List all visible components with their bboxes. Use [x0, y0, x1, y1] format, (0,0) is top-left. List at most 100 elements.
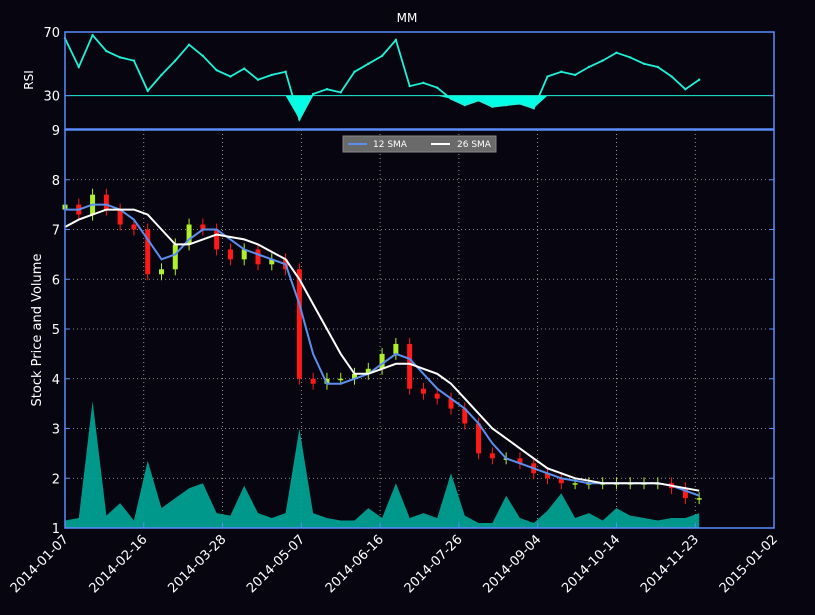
rsi-point — [601, 59, 604, 62]
candle — [448, 392, 454, 415]
rsi-point — [532, 107, 535, 110]
candle — [365, 362, 371, 380]
candle — [545, 467, 551, 485]
legend: 12 SMA 26 SMA — [342, 135, 497, 153]
candle-body — [131, 224, 137, 230]
candle-body — [476, 423, 482, 454]
candle — [462, 402, 468, 430]
price-tick-label: 2 — [52, 472, 60, 487]
legend-label-26-sma: 26 SMA — [457, 140, 492, 150]
candle — [310, 372, 316, 390]
legend-label-12-sma: 12 SMA — [373, 140, 408, 150]
candle — [103, 188, 109, 216]
candle-body — [448, 398, 454, 409]
legend-box — [342, 135, 497, 153]
candle — [324, 372, 330, 390]
rsi-point — [587, 65, 591, 69]
candle — [269, 253, 275, 271]
candle — [296, 263, 302, 385]
candle-body — [572, 483, 578, 485]
candle — [200, 218, 206, 236]
candle-body — [117, 209, 123, 225]
candle — [420, 382, 426, 400]
rsi-axis-label: RSI — [22, 70, 36, 90]
candle — [227, 243, 233, 266]
candle — [489, 447, 495, 465]
rsi-point — [629, 56, 632, 59]
rsi-point — [656, 65, 660, 69]
candle-body — [517, 458, 523, 464]
price-ticks: 1 2 3 4 5 6 7 8 9 — [52, 124, 774, 537]
rsi-point — [463, 103, 466, 107]
rsi-point — [243, 67, 246, 70]
rsi-point — [270, 73, 273, 77]
rsi-tick-label: 70 — [43, 26, 60, 41]
candle-body — [200, 224, 206, 230]
rsi-point — [105, 49, 108, 53]
rsi-point — [546, 75, 549, 78]
price-tick-label: 5 — [52, 323, 60, 338]
rsi-panel: MM RSI 70 30 — [22, 11, 775, 130]
rsi-point — [449, 97, 453, 100]
candle-body — [365, 368, 371, 374]
rsi-point — [118, 56, 122, 59]
rsi-frame — [64, 31, 775, 130]
candle-body — [324, 378, 330, 384]
candle — [558, 472, 564, 490]
candle-body — [558, 478, 564, 484]
candle-body — [462, 408, 468, 424]
candle-body — [393, 343, 399, 354]
sma-marks — [64, 203, 700, 497]
candle — [393, 337, 399, 360]
candle-body — [241, 249, 247, 260]
price-tick-label: 9 — [52, 124, 60, 139]
candle-body — [682, 488, 688, 499]
candle-body — [296, 269, 302, 379]
candle-body — [269, 259, 275, 265]
rsi-point — [339, 91, 342, 94]
candle-body — [227, 249, 233, 260]
rsi-point — [229, 75, 232, 78]
volume-marks — [65, 401, 700, 528]
price-tick-label: 8 — [52, 174, 60, 189]
rsi-point — [160, 73, 163, 77]
rsi-point — [353, 70, 356, 73]
candle — [517, 452, 523, 470]
rsi-point — [518, 102, 522, 105]
candle — [117, 203, 123, 231]
rsi-point — [174, 59, 177, 62]
price-tick-label: 1 — [52, 522, 60, 537]
candle-body — [310, 378, 316, 384]
candle-body — [489, 453, 495, 459]
rsi-point — [573, 73, 577, 77]
rsi-point — [215, 68, 218, 72]
rsi-point — [491, 105, 494, 108]
rsi-point — [256, 78, 260, 81]
candle — [434, 387, 440, 405]
price-tick-label: 3 — [52, 423, 60, 438]
candle-body — [145, 229, 151, 275]
rsi-point — [394, 38, 398, 42]
rsi-point — [146, 89, 149, 93]
candle-body — [352, 373, 358, 379]
rsi-ticks: 70 30 — [43, 26, 774, 105]
candle-body — [379, 353, 385, 369]
candle — [682, 482, 688, 505]
rsi-point — [697, 78, 701, 81]
candle — [407, 337, 413, 395]
price-tick-label: 6 — [52, 273, 60, 288]
rsi-point — [132, 59, 136, 62]
candle-body — [103, 194, 109, 210]
rsi-point — [436, 86, 439, 89]
price-tick-label: 7 — [52, 224, 60, 239]
candle — [696, 492, 702, 505]
volume-area — [65, 401, 700, 528]
rsi-point — [504, 103, 508, 107]
candle-body — [186, 224, 192, 245]
candle-body — [420, 388, 426, 394]
candle-body — [159, 269, 165, 275]
candle — [159, 263, 165, 281]
rsi-point — [91, 33, 94, 37]
candle-body — [696, 498, 702, 500]
